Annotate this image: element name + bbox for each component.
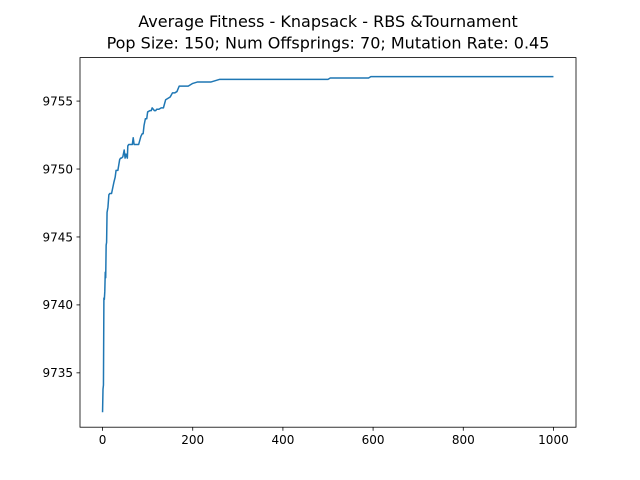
x-axis: 0 200 400 600 800 1000 <box>99 427 569 447</box>
x-tick-label: 200 <box>181 433 204 447</box>
y-tick-label: 9740 <box>42 298 73 312</box>
y-tick-label: 9750 <box>42 162 73 176</box>
y-tick-label: 9735 <box>42 366 73 380</box>
plot-frame <box>79 57 577 428</box>
y-tick-label: 9755 <box>42 94 73 108</box>
x-tick-label: 800 <box>452 433 475 447</box>
x-tick-label: 1000 <box>538 433 569 447</box>
x-tick-label: 0 <box>99 433 107 447</box>
chart-title: Average Fitness - Knapsack - RBS &Tourna… <box>138 12 518 31</box>
series-line <box>101 75 554 413</box>
y-axis: 9735 9740 9745 9750 9755 <box>42 94 80 380</box>
chart-subtitle: Pop Size: 150; Num Offsprings: 70; Mutat… <box>107 34 550 53</box>
x-tick-label: 600 <box>362 433 385 447</box>
y-tick-label: 9745 <box>42 230 73 244</box>
x-tick-label: 400 <box>271 433 294 447</box>
